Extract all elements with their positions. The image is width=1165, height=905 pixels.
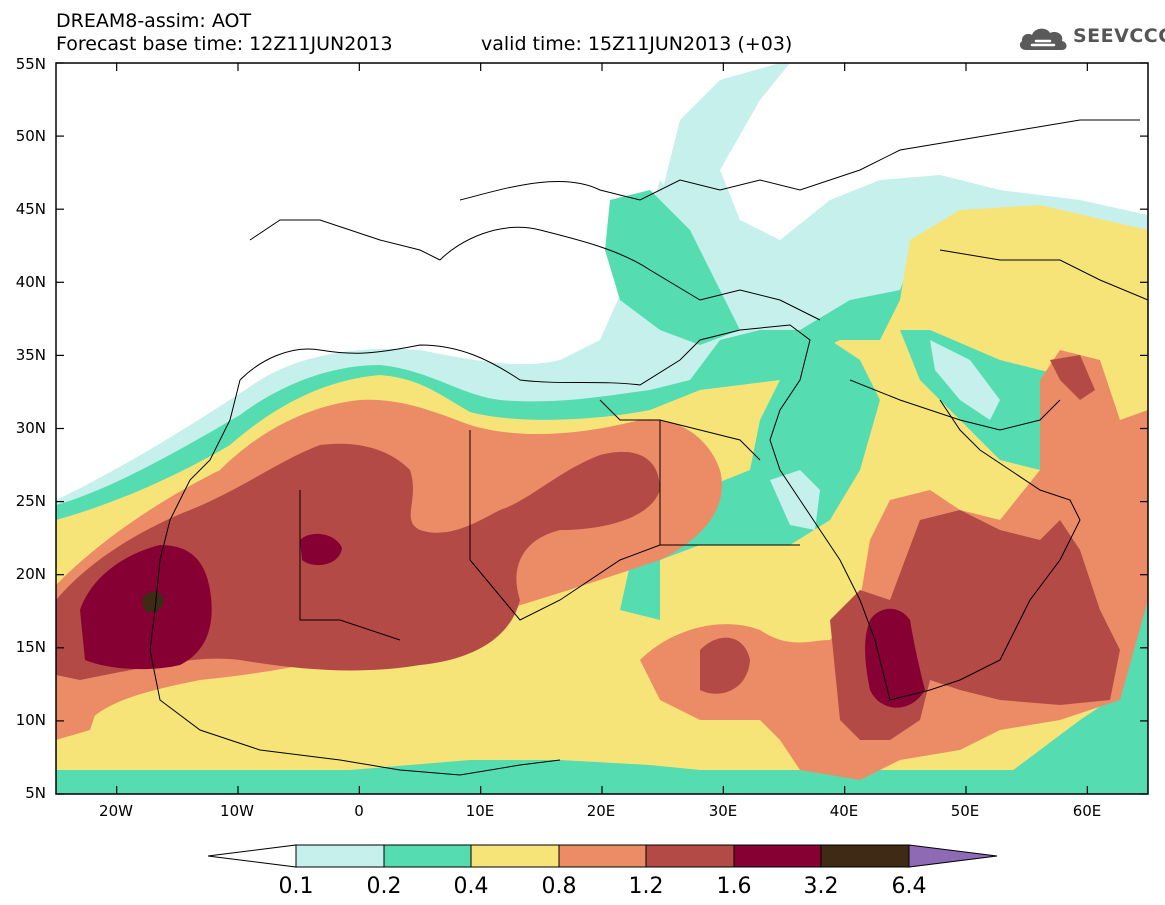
colorbar-segment [383,844,472,868]
lat-label: 35N [15,346,46,364]
lat-label: 50N [15,127,46,145]
logo-text: SEEVCCC [1073,25,1165,47]
lat-label: 55N [15,55,46,73]
lon-label: 40E [829,802,859,820]
lon-label: 20E [586,802,616,820]
colorbar-min-arrow [207,844,297,868]
lat-label: 5N [25,784,46,802]
lon-label: 20W [99,802,133,820]
lat-label: 45N [15,200,46,218]
colorbar-label: 1.6 [716,874,752,899]
colorbar-segment [820,844,910,868]
lon-label: 10W [220,802,254,820]
lon-label: 10E [465,802,495,820]
colorbar-segment [295,844,385,868]
colorbar-label: 0.8 [541,874,577,899]
lon-label: 50E [950,802,980,820]
lat-label: 40N [15,273,46,291]
lat-label: 20N [15,565,46,583]
forecast-base-time: Forecast base time: 12Z11JUN2013 [56,33,393,55]
map-ticks [56,62,1148,795]
cloud-icon [1019,28,1067,50]
map-title: DREAM8-assim: AOT [56,10,252,32]
colorbar-label: 6.4 [891,874,927,899]
valid-time: valid time: 15Z11JUN2013 (+03) [481,33,793,55]
contour-0-1-inner [770,340,1000,530]
colorbar-label: 3.2 [803,874,839,899]
colorbar-label: 0.2 [366,874,402,899]
colorbar-label: 0.1 [278,874,314,899]
colorbar-segment [470,844,560,868]
lat-label: 15N [15,638,46,656]
colorbar-label: 0.4 [453,874,489,899]
contour-3-2 [142,591,164,613]
colorbar-segment [645,844,735,868]
lat-label: 25N [15,492,46,510]
colorbar-label: 1.2 [628,874,664,899]
lon-label: 0 [354,802,364,820]
lon-label: 30E [708,802,738,820]
colorbar-segment [733,844,822,868]
colorbar-max-arrow [908,844,998,868]
lon-label: 60E [1072,802,1102,820]
lat-label: 10N [15,711,46,729]
coastlines [149,119,1148,776]
lat-label: 30N [15,419,46,437]
colorbar-segment [558,844,647,868]
